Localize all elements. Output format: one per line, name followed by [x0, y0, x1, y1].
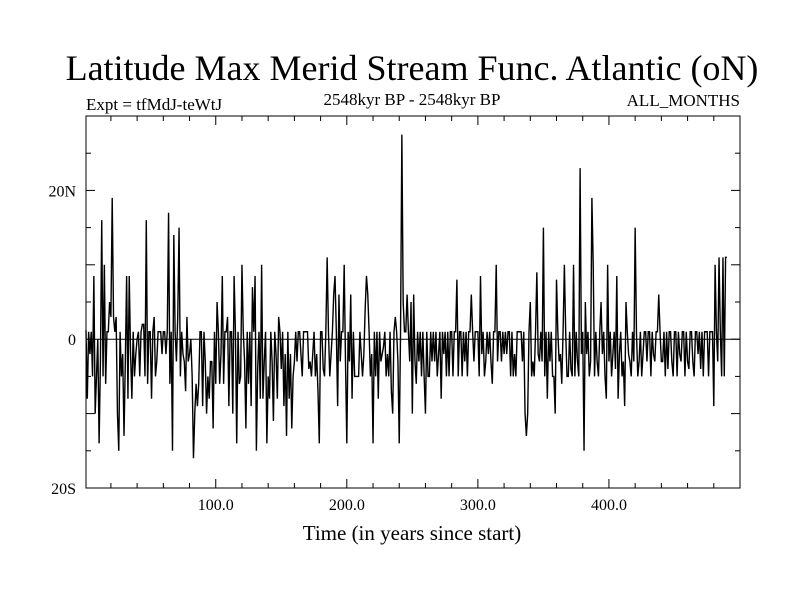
x-tick-label: 200.0 [329, 497, 365, 514]
x-tick-label: 400.0 [591, 497, 627, 514]
series-line [85, 134, 727, 459]
x-tick-label: 100.0 [198, 497, 234, 514]
chart-title: Latitude Max Merid Stream Func. Atlantic… [66, 48, 759, 88]
experiment-label: Expt = tfMdJ-teWtJ [86, 95, 223, 114]
x-axis-label: Time (in years since start) [303, 521, 522, 545]
x-tick-label: 300.0 [460, 497, 496, 514]
y-tick-label: 20S [51, 481, 76, 498]
y-tick-label: 0 [68, 332, 76, 349]
period-label: 2548kyr BP - 2548kyr BP [324, 90, 501, 109]
axis-ticks [86, 116, 740, 488]
months-label: ALL_MONTHS [627, 91, 740, 110]
y-tick-label: 20N [48, 183, 76, 200]
tick-labels: 100.0 200.0 300.0 400.0 20N 0 20S [48, 183, 627, 514]
